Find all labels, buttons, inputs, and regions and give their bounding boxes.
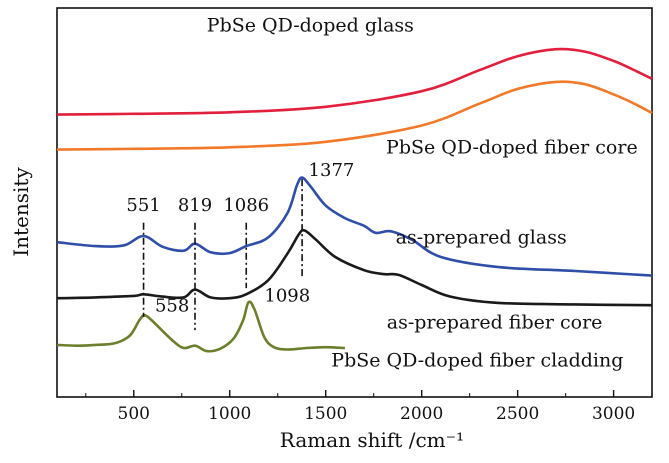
peak-label: 558 — [155, 295, 189, 316]
series-line-as-prepared-glass — [56, 176, 653, 277]
x-tick-label: 2000 — [400, 404, 443, 424]
peak-label: 551 — [126, 195, 160, 216]
series-label: as-prepared fiber core — [387, 312, 603, 334]
series-line-as-prepared-fiber-core — [56, 228, 653, 307]
series-label: as-prepared glass — [396, 227, 567, 249]
peak-label: 1098 — [264, 285, 310, 306]
series-line-pbse-qd-doped-fiber-core — [56, 80, 653, 151]
peak-label: 819 — [178, 195, 212, 216]
plot-area-frame — [56, 7, 653, 398]
x-tick-label: 1000 — [208, 404, 251, 424]
series-label: PbSe QD-doped fiber core — [386, 136, 638, 158]
series-label: PbSe QD-doped fiber cladding — [331, 350, 623, 372]
peak-label: 1086 — [223, 195, 269, 216]
peak-label: 1377 — [309, 160, 355, 181]
series-line-pbse-qd-doped-glass — [56, 47, 653, 116]
x-axis-label: Raman shift /cm⁻¹ — [280, 428, 464, 452]
x-tick-label: 3000 — [592, 404, 635, 424]
x-tick-label: 1500 — [304, 404, 347, 424]
y-axis-label: Intensity — [9, 167, 33, 257]
x-tick-label: 500 — [118, 404, 150, 424]
x-tick-label: 2500 — [496, 404, 539, 424]
series-line-pbse-qd-doped-fiber-cladding — [56, 300, 345, 353]
series-label: PbSe QD-doped glass — [207, 14, 414, 36]
